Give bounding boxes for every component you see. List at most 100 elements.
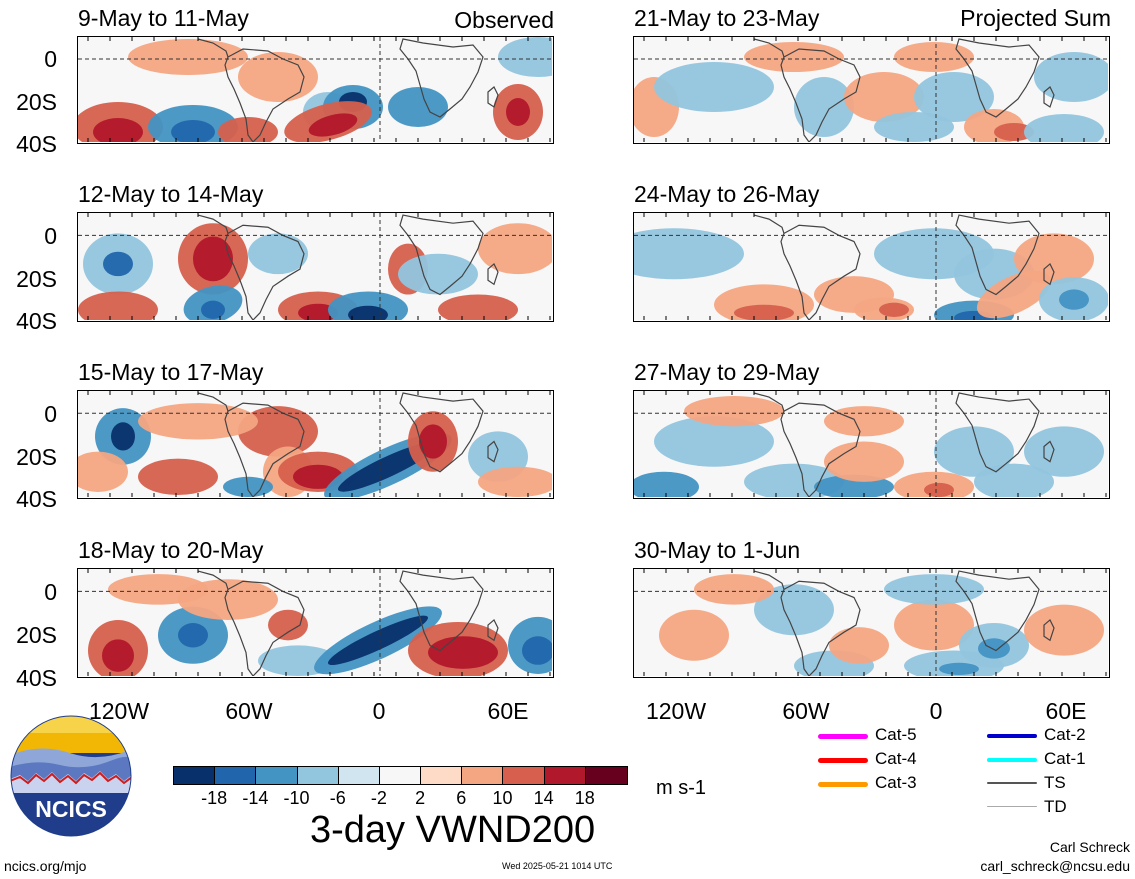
legend-swatch-cat4 [818, 758, 868, 763]
contour-region [884, 574, 984, 605]
contour-region [939, 662, 979, 675]
coastline [753, 214, 785, 234]
contour-region [894, 599, 974, 651]
contour-region [298, 303, 338, 320]
footer-email[interactable]: carl_schreck@ncsu.edu [980, 858, 1130, 874]
legend-swatch-cat3 [818, 782, 868, 787]
footer-url[interactable]: ncics.org/mjo [4, 858, 87, 874]
contour-region [308, 113, 358, 137]
lat-label-20s: 20S [16, 266, 57, 292]
contour-region [824, 406, 904, 437]
colorbar-tick-label: -18 [201, 788, 228, 808]
contour-region [201, 300, 225, 319]
contour-region [1014, 233, 1094, 285]
legend-label-cat3: Cat-3 [875, 773, 917, 792]
contour-region [388, 87, 448, 127]
colorbar [173, 766, 628, 785]
contour-region [78, 451, 128, 492]
main-title: 3-day VWND200 [310, 809, 596, 851]
contour-region [506, 98, 530, 126]
contour-region [178, 623, 208, 648]
contour-region [193, 236, 233, 282]
contour-region [654, 62, 774, 112]
lat-label-0: 0 [44, 401, 57, 427]
contour-region [914, 72, 994, 122]
projected-label: Projected Sum [960, 5, 1111, 31]
colorbar-cell [297, 767, 339, 784]
contour-region [634, 228, 744, 280]
colorbar-units: m s-1 [656, 777, 706, 799]
contour-region [478, 223, 552, 275]
ncics-logo: NCICS [10, 715, 132, 837]
contour-region [1024, 114, 1104, 142]
lat-label-0: 0 [44, 579, 57, 605]
contour-region [398, 253, 478, 295]
footer-author: Carl Schreck [1049, 839, 1130, 855]
contour-region [976, 270, 1052, 319]
contour-region [1034, 52, 1108, 102]
colorbar-cell [462, 767, 504, 784]
contour-region [171, 120, 215, 142]
coastline [753, 392, 785, 412]
contour-field [634, 396, 1104, 497]
map-panel [77, 390, 554, 499]
logo-text: NCICS [35, 796, 107, 822]
coastline [197, 214, 229, 234]
legend-swatch-ts [987, 782, 1037, 784]
panel-title: 21-May to 23-May [634, 5, 820, 31]
legend-label-cat2: Cat-2 [1044, 725, 1086, 744]
legend-label-ts: TS [1044, 773, 1066, 792]
panel-title: 12-May to 14-May [78, 181, 264, 207]
contour-region [419, 424, 447, 459]
contour-region [934, 426, 1014, 477]
coastline [197, 570, 229, 590]
coastline [487, 618, 499, 642]
contour-region [654, 416, 774, 467]
contour-region [694, 574, 774, 605]
contour-region [744, 42, 844, 72]
contour-region [103, 251, 133, 277]
coastline [1043, 86, 1055, 108]
coastline [753, 570, 785, 590]
lon-label-60e: 60E [1045, 698, 1087, 724]
footer-timestamp: Wed 2025-05-21 1014 UTC [502, 861, 613, 871]
contour-region [634, 471, 699, 497]
coastline [1043, 618, 1055, 642]
colorbar-cell [338, 767, 380, 784]
lat-label-40s: 40S [16, 131, 57, 157]
contour-region [328, 615, 428, 666]
colorbar-cell [174, 767, 216, 784]
lon-label-60w: 60W [225, 698, 273, 724]
map-panel [77, 36, 554, 144]
contour-region [248, 233, 308, 275]
lon-label-60w: 60W [782, 698, 830, 724]
panel-title: 18-May to 20-May [78, 537, 264, 563]
panel-title: 24-May to 26-May [634, 181, 820, 207]
coastline [487, 86, 499, 108]
colorbar-tick-label: 14 [533, 788, 554, 808]
contour-region [498, 37, 552, 77]
coastline [399, 214, 484, 296]
coastline [753, 38, 785, 58]
contour-region [824, 441, 904, 482]
coastline [1043, 440, 1055, 463]
contour-region [978, 638, 1010, 659]
map-panel [77, 212, 554, 322]
lat-label-40s: 40S [16, 665, 57, 691]
coastline [197, 38, 229, 58]
observed-label: Observed [454, 7, 554, 33]
coastline [955, 570, 1040, 652]
lat-label-40s: 40S [16, 486, 57, 512]
coastline [487, 262, 499, 286]
colorbar-tick-label: 18 [574, 788, 595, 808]
colorbar-tick-label: -10 [283, 788, 310, 808]
colorbar-tick-label: 2 [415, 788, 426, 808]
coastline [955, 38, 1040, 118]
contour-region [754, 584, 834, 636]
contour-region [218, 117, 278, 142]
colorbar-cell [256, 767, 298, 784]
contour-region [829, 627, 889, 664]
colorbar-tick-label: 10 [492, 788, 513, 808]
contour-region [1059, 289, 1089, 310]
contour-field [634, 42, 1108, 142]
